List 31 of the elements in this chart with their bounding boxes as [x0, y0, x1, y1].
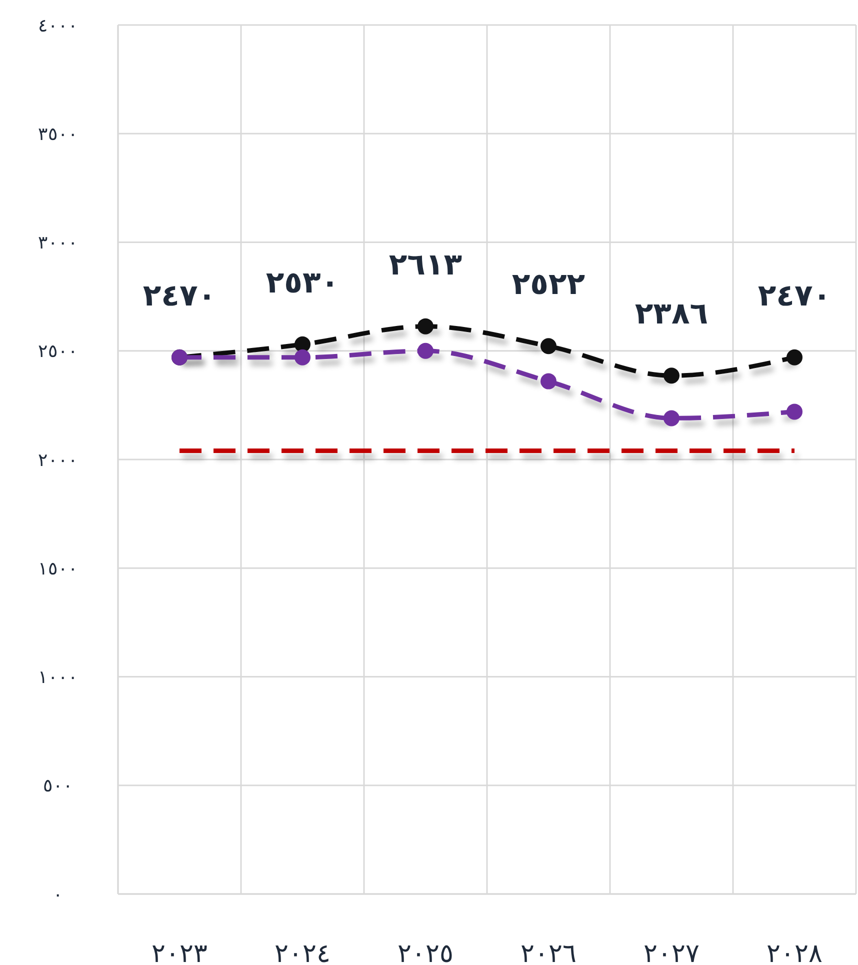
data-label: ٢٥٢٢ — [512, 267, 586, 302]
x-tick-label: ٢٠٢٦ — [520, 939, 576, 965]
y-tick-label: ١٥٠٠ — [38, 558, 78, 580]
x-tick-label: ٢٠٢٨ — [766, 939, 822, 965]
x-tick-label: ٢٠٢٣ — [152, 939, 208, 965]
y-tick-label: ٠ — [53, 884, 63, 906]
y-tick-label: ٣٥٠٠ — [38, 124, 78, 145]
point — [786, 349, 802, 366]
point — [786, 404, 802, 420]
y-tick-label: ٣٠٠٠ — [38, 232, 78, 254]
data-label: ٢٤٧٠ — [758, 278, 832, 314]
y-tick-label: ٢٥٠٠ — [38, 341, 78, 362]
point — [664, 410, 680, 426]
x-tick-label: ٢٠٢٤ — [274, 939, 330, 965]
point — [294, 349, 310, 366]
point — [540, 373, 556, 390]
point — [294, 336, 310, 352]
y-tick-label: ١٠٠٠ — [38, 667, 78, 688]
point — [540, 338, 556, 354]
data-label: ٢٤٧٠ — [142, 278, 216, 314]
data-label: ٢٥٣٠ — [266, 265, 340, 300]
point — [418, 342, 434, 359]
data-label: ٢٦١٣ — [388, 247, 462, 282]
point — [418, 318, 434, 334]
y-tick-label: ٥٠٠ — [43, 776, 73, 797]
data-label: ٢٣٨٦ — [634, 296, 708, 332]
x-tick-label: ٢٠٢٥ — [398, 939, 454, 965]
x-tick-label: ٢٠٢٧ — [644, 939, 700, 965]
point — [664, 368, 680, 384]
y-tick-label: ٤٠٠٠ — [38, 15, 78, 36]
y-tick-label: ٢٠٠٠ — [38, 450, 78, 471]
